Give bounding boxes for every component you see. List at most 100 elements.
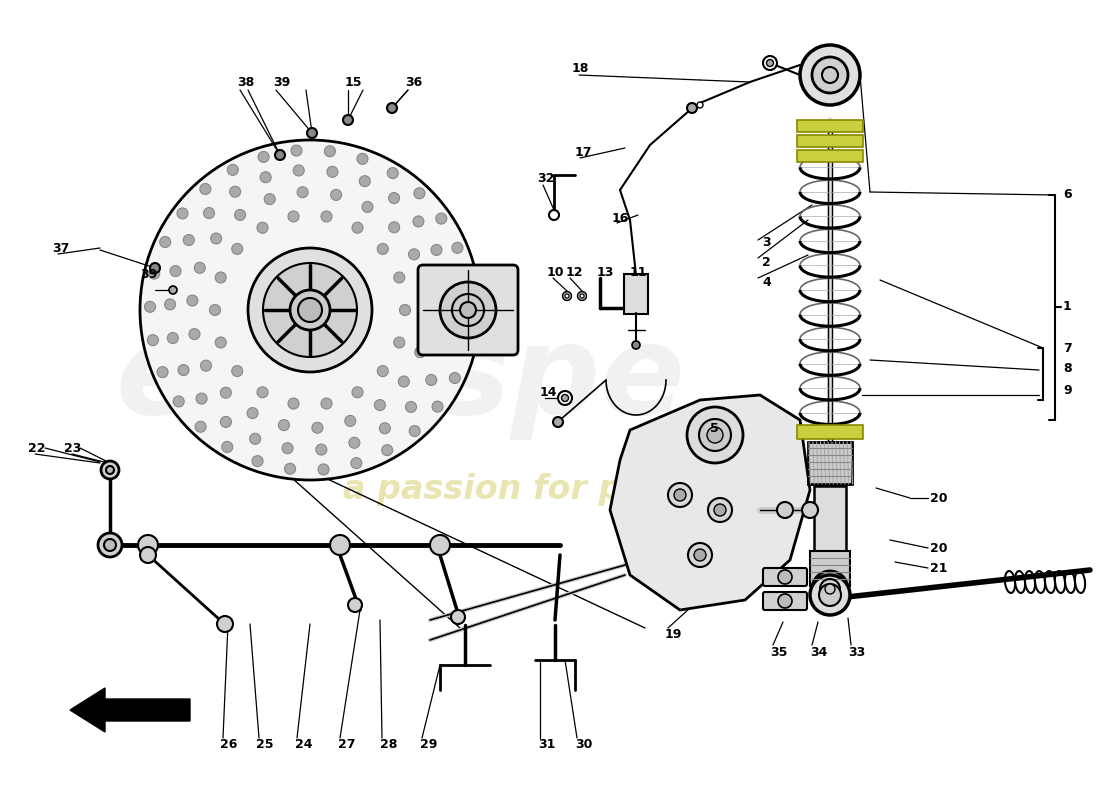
Circle shape xyxy=(351,458,362,469)
Circle shape xyxy=(810,575,850,615)
Circle shape xyxy=(632,341,640,349)
Circle shape xyxy=(200,360,211,371)
Circle shape xyxy=(165,299,176,310)
Circle shape xyxy=(415,346,426,358)
FancyArrow shape xyxy=(70,688,190,732)
Circle shape xyxy=(220,387,231,398)
Text: 20: 20 xyxy=(930,542,947,554)
Circle shape xyxy=(449,373,460,383)
Circle shape xyxy=(360,176,371,186)
Circle shape xyxy=(422,314,433,325)
Text: 17: 17 xyxy=(575,146,593,158)
Circle shape xyxy=(460,341,471,352)
FancyBboxPatch shape xyxy=(798,120,864,132)
Circle shape xyxy=(348,598,362,612)
Circle shape xyxy=(252,456,263,466)
Circle shape xyxy=(232,366,243,377)
Circle shape xyxy=(167,333,178,343)
Circle shape xyxy=(209,305,220,315)
Circle shape xyxy=(377,366,388,377)
Circle shape xyxy=(460,302,476,318)
Circle shape xyxy=(285,463,296,474)
Circle shape xyxy=(707,427,723,443)
Circle shape xyxy=(580,294,584,298)
Circle shape xyxy=(688,103,697,113)
Circle shape xyxy=(250,434,261,444)
Circle shape xyxy=(767,59,773,66)
Circle shape xyxy=(248,248,372,372)
Circle shape xyxy=(294,165,305,176)
Circle shape xyxy=(98,533,122,557)
Text: 20: 20 xyxy=(930,491,947,505)
Circle shape xyxy=(288,398,299,409)
Circle shape xyxy=(177,208,188,219)
Text: 5: 5 xyxy=(710,422,718,434)
Circle shape xyxy=(412,216,424,227)
Circle shape xyxy=(714,504,726,516)
Circle shape xyxy=(200,183,211,194)
Circle shape xyxy=(316,444,327,455)
Circle shape xyxy=(307,128,317,138)
Circle shape xyxy=(222,442,233,453)
Circle shape xyxy=(264,194,275,205)
Circle shape xyxy=(558,391,572,405)
Text: 12: 12 xyxy=(566,266,583,278)
Circle shape xyxy=(432,401,443,412)
Circle shape xyxy=(220,417,231,427)
Circle shape xyxy=(263,263,358,357)
Circle shape xyxy=(343,115,353,125)
Circle shape xyxy=(800,45,860,105)
Circle shape xyxy=(352,386,363,398)
Text: 3: 3 xyxy=(762,235,771,249)
Circle shape xyxy=(674,489,686,501)
Text: 23: 23 xyxy=(64,442,81,454)
Circle shape xyxy=(312,422,323,434)
Text: 34: 34 xyxy=(810,646,827,658)
Circle shape xyxy=(290,290,330,330)
Text: 27: 27 xyxy=(338,738,355,751)
Circle shape xyxy=(104,539,116,551)
Circle shape xyxy=(377,243,388,254)
FancyBboxPatch shape xyxy=(798,425,864,439)
Circle shape xyxy=(387,103,397,113)
Text: 10: 10 xyxy=(547,266,564,278)
Circle shape xyxy=(358,154,368,164)
Circle shape xyxy=(204,207,214,218)
Circle shape xyxy=(144,302,155,312)
Circle shape xyxy=(230,186,241,197)
Text: 4: 4 xyxy=(762,275,771,289)
Text: 29: 29 xyxy=(420,738,438,751)
Circle shape xyxy=(408,249,419,260)
Text: 2: 2 xyxy=(762,255,771,269)
FancyBboxPatch shape xyxy=(798,135,864,147)
FancyBboxPatch shape xyxy=(624,274,648,314)
Circle shape xyxy=(352,222,363,234)
Circle shape xyxy=(464,308,475,318)
Circle shape xyxy=(451,610,465,624)
Text: 14: 14 xyxy=(540,386,558,398)
Circle shape xyxy=(394,272,405,283)
Circle shape xyxy=(388,193,399,203)
Circle shape xyxy=(763,56,777,70)
Circle shape xyxy=(708,498,732,522)
Circle shape xyxy=(184,234,195,246)
Circle shape xyxy=(106,466,114,474)
Circle shape xyxy=(148,268,159,279)
Circle shape xyxy=(439,343,450,354)
Text: 37: 37 xyxy=(52,242,69,254)
Circle shape xyxy=(578,291,586,301)
Circle shape xyxy=(379,423,390,434)
Circle shape xyxy=(820,579,840,599)
Polygon shape xyxy=(610,395,810,610)
Circle shape xyxy=(825,584,835,594)
Circle shape xyxy=(298,298,322,322)
Circle shape xyxy=(452,294,484,326)
Circle shape xyxy=(275,150,285,160)
Circle shape xyxy=(812,57,848,93)
Circle shape xyxy=(160,237,170,247)
Circle shape xyxy=(278,419,289,430)
Circle shape xyxy=(394,337,405,348)
Text: 1: 1 xyxy=(1063,301,1071,314)
Text: 31: 31 xyxy=(538,738,556,751)
Circle shape xyxy=(195,262,206,274)
